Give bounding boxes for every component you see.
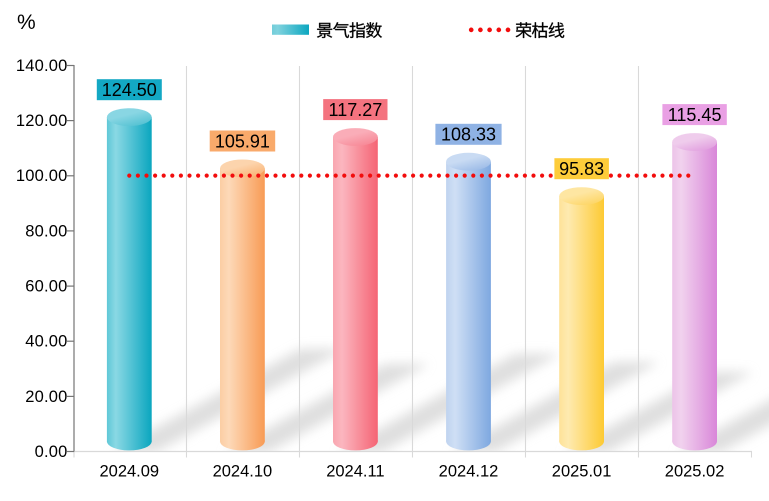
svg-text:2024.09: 2024.09 — [99, 463, 159, 481]
svg-text:2024.11: 2024.11 — [326, 463, 384, 481]
svg-text:120.00: 120.00 — [16, 112, 68, 130]
svg-text:115.45: 115.45 — [668, 105, 722, 125]
svg-text:2024.10: 2024.10 — [213, 463, 273, 481]
svg-text:2024.12: 2024.12 — [439, 463, 499, 481]
svg-text:20.00: 20.00 — [25, 388, 67, 406]
svg-text:117.27: 117.27 — [329, 100, 383, 120]
svg-text:108.33: 108.33 — [441, 125, 496, 145]
svg-text:2025.01: 2025.01 — [552, 463, 612, 481]
svg-text:140.00: 140.00 — [16, 57, 68, 75]
svg-text:0.00: 0.00 — [35, 443, 68, 461]
svg-text:124.50: 124.50 — [102, 80, 157, 100]
svg-text:40.00: 40.00 — [25, 333, 67, 351]
svg-text:95.83: 95.83 — [559, 159, 604, 179]
svg-text:2025.02: 2025.02 — [665, 463, 725, 481]
svg-text:%: % — [17, 11, 36, 34]
svg-text:60.00: 60.00 — [25, 278, 67, 296]
svg-text:100.00: 100.00 — [16, 167, 68, 185]
svg-text:105.91: 105.91 — [215, 131, 270, 151]
svg-text:80.00: 80.00 — [25, 222, 67, 240]
